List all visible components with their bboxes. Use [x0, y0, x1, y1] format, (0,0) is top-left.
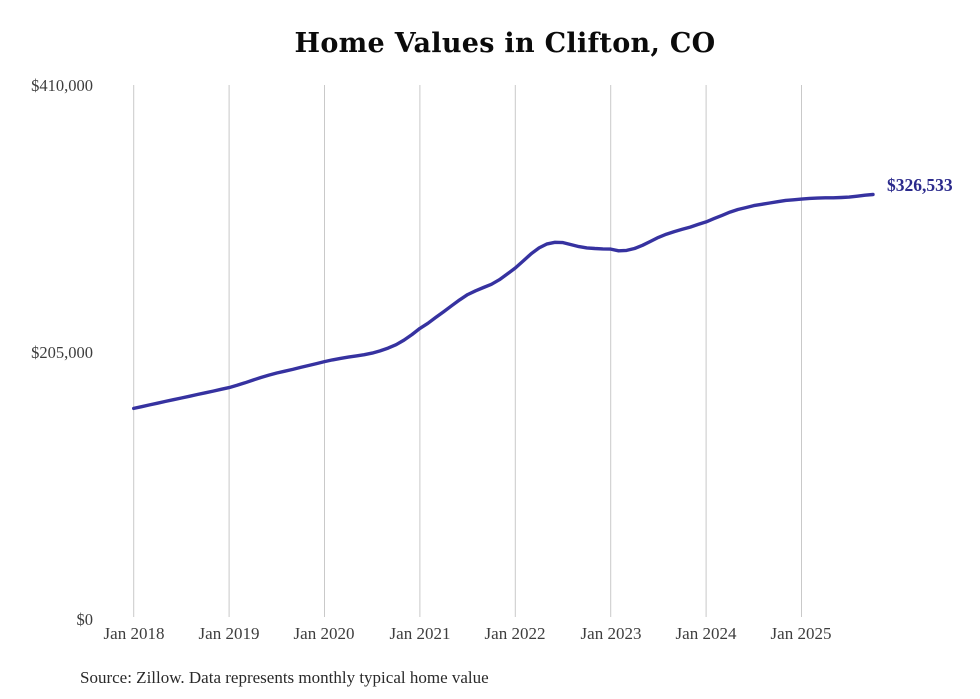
x-axis-tick-2023: Jan 2023	[580, 624, 642, 643]
x-axis-tick-2021: Jan 2021	[389, 624, 451, 643]
y-axis-tick-205000: $205,000	[31, 343, 93, 362]
x-axis-tick-2019: Jan 2019	[198, 624, 260, 643]
x-axis-tick-2022: Jan 2022	[484, 624, 546, 643]
x-axis-tick-2020: Jan 2020	[293, 624, 355, 643]
year-gridlines	[133, 85, 802, 617]
y-axis-tick-0: $0	[76, 610, 94, 629]
y-axis-tick-410000: $410,000	[31, 76, 93, 95]
source-note: Source: Zillow. Data represents monthly …	[80, 668, 489, 687]
x-axis-tick-2025: Jan 2025	[770, 624, 832, 643]
x-axis-tick-2024: Jan 2024	[675, 624, 737, 643]
chart-title: Home Values in Clifton, CO	[294, 28, 716, 59]
end-value-label: $326,533	[887, 175, 953, 195]
x-axis-tick-2018: Jan 2018	[103, 624, 165, 643]
home-value-line	[131, 192, 875, 411]
